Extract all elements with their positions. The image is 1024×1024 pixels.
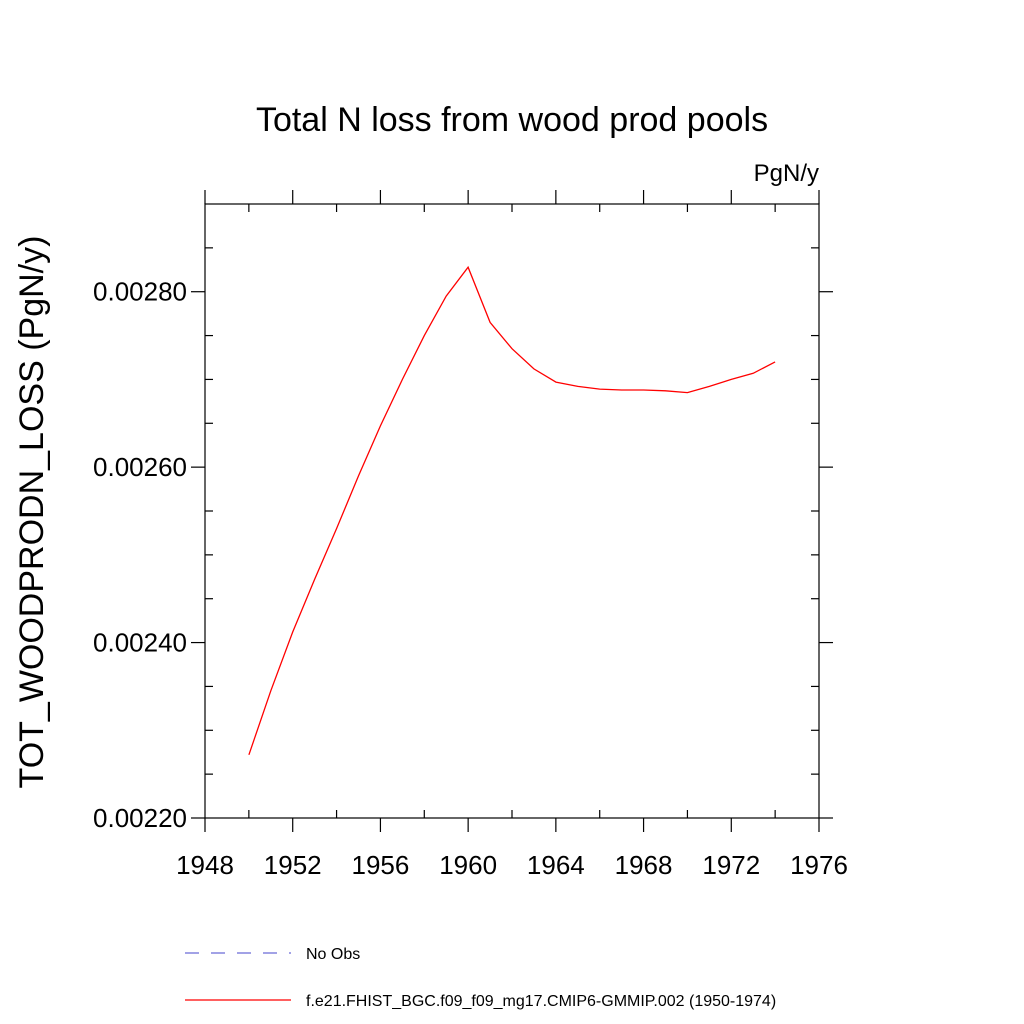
x-tick-label: 1964 (527, 850, 585, 880)
axis-ticks: 1948 1952 1956 1960 1964 1968 1972 1976 0.00220 0… (93, 190, 848, 880)
series-layer (248, 265, 776, 756)
legend-label-0: No Obs (306, 946, 360, 963)
plot-frame (204, 203, 820, 819)
x-tick-label: 1972 (702, 850, 760, 880)
series-line-1 (248, 265, 776, 756)
x-tick-label: 1976 (790, 850, 848, 880)
x-tick-label: 1968 (615, 850, 673, 880)
y-tick-label: 0.00280 (93, 277, 187, 307)
x-tick-label: 1960 (439, 850, 497, 880)
units-label: PgN/y (754, 160, 819, 187)
x-tick-label: 1952 (264, 850, 322, 880)
x-tick-label: 1948 (176, 850, 234, 880)
y-tick-label: 0.00220 (93, 803, 187, 833)
y-tick-label: 0.00240 (93, 628, 187, 658)
y-axis-label: TOT_WOODPRODN_LOSS (PgN/y) (13, 236, 51, 789)
legend: No Obs f.e21.FHIST_BGC.f09_f09_mg17.CMIP6… (185, 946, 776, 1010)
legend-label-1: f.e21.FHIST_BGC.f09_f09_mg17.CMIP6-GMMIP… (306, 993, 776, 1010)
chart-title: Total N loss from wood prod pools (256, 101, 768, 139)
y-tick-label: 0.00260 (93, 452, 187, 482)
x-tick-label: 1956 (352, 850, 410, 880)
